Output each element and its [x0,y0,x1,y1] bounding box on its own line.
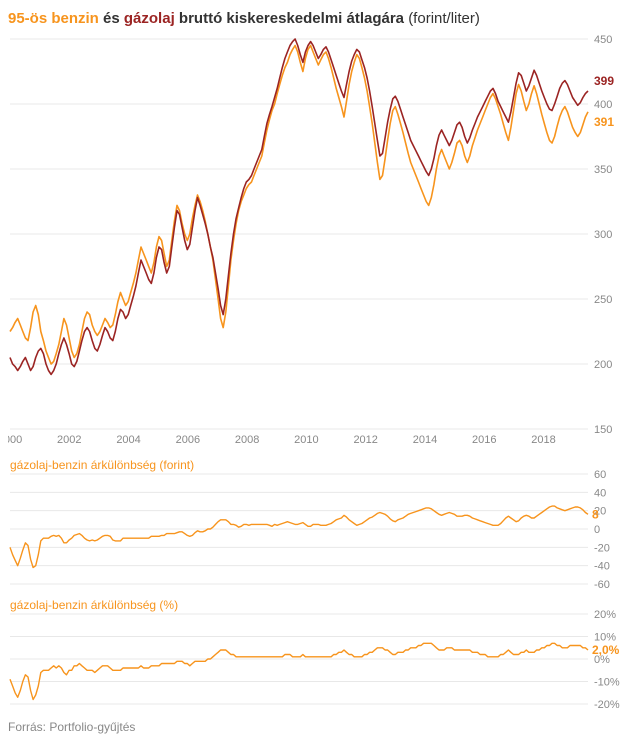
svg-text:300: 300 [594,229,612,241]
svg-text:2008: 2008 [235,434,259,446]
title-unit: (forint/liter) [408,10,480,27]
sub2-line [10,643,588,699]
chart-container: 95-ös benzin és gázolaj bruttó kiskeresk… [0,0,640,740]
svg-text:2004: 2004 [116,434,140,446]
svg-text:250: 250 [594,294,612,306]
title-rest: bruttó kiskereskedelmi átlagára [175,10,408,27]
sub2-end-label: 2,0% [592,643,620,657]
end-label-benzin: 391 [594,115,614,129]
svg-text:2010: 2010 [294,434,318,446]
svg-text:-20%: -20% [594,699,620,711]
svg-text:400: 400 [594,99,612,111]
svg-text:200: 200 [594,359,612,371]
svg-text:0: 0 [594,524,600,536]
svg-text:2016: 2016 [472,434,496,446]
gazolaj-line [10,39,588,374]
svg-text:40: 40 [594,487,606,499]
sub-chart-2: gázolaj-benzin árkülönbség (%)-20%-10%0%… [10,598,620,711]
svg-text:-60: -60 [594,579,610,591]
title-es: és [99,10,124,27]
svg-text:350: 350 [594,164,612,176]
svg-text:-20: -20 [594,542,610,554]
source-text: Forrás: Portfolio-gyűjtés [8,720,135,734]
svg-text:2002: 2002 [57,434,81,446]
svg-text:-40: -40 [594,561,610,573]
svg-text:2014: 2014 [413,434,437,446]
chart-svg: 1502002503003504004502000200220042006200… [8,31,632,721]
svg-text:450: 450 [594,34,612,46]
sub1-line [10,506,588,567]
benzin-line [10,46,588,365]
title-benzin: 95-ös benzin [8,10,99,27]
sub1-title: gázolaj-benzin árkülönbség (forint) [10,458,194,472]
svg-text:-10%: -10% [594,677,620,689]
svg-text:60: 60 [594,469,606,481]
svg-text:10%: 10% [594,632,616,644]
svg-text:2018: 2018 [531,434,555,446]
chart-title: 95-ös benzin és gázolaj bruttó kiskeresk… [8,10,632,27]
svg-text:150: 150 [594,424,612,436]
svg-text:2006: 2006 [176,434,200,446]
main-chart: 150 200 250 300 350 400 450 2000 2002 2004 2006 200… [8,34,614,446]
svg-text:20%: 20% [594,609,616,621]
sub2-title: gázolaj-benzin árkülönbség (%) [10,598,178,612]
svg-text:2000: 2000 [8,434,22,446]
sub-chart-1: gázolaj-benzin árkülönbség (forint) -60 -4… [10,458,610,591]
sub1-end-label: 8 [592,507,599,521]
svg-text:2012: 2012 [353,434,377,446]
end-label-gazolaj: 399 [594,74,614,88]
title-gazolaj: gázolaj [124,10,175,27]
